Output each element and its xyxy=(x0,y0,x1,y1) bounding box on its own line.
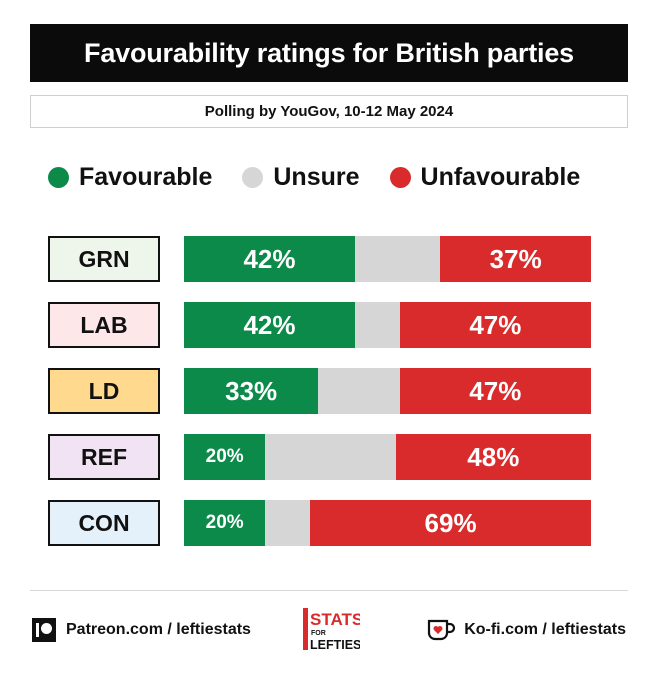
bar-row-ld: 33% 47% xyxy=(184,368,591,414)
bar-ref-favourable: 20% xyxy=(184,434,266,480)
data-label-grn-favourable: 42% xyxy=(243,243,296,274)
bar-ref-unfavourable: 48% xyxy=(395,434,591,480)
data-label-con-favourable: 20% xyxy=(205,512,244,533)
legend-dot-favourable xyxy=(48,166,69,188)
data-label-con-unfavourable: 69% xyxy=(424,507,477,538)
logo-stats: STATS xyxy=(310,610,360,629)
data-label-lab-unfavourable: 47% xyxy=(469,309,522,340)
legend-label-unfavourable: Unfavourable xyxy=(420,162,581,191)
footer-divider xyxy=(30,590,628,591)
patreon-text: Patreon.com / leftiestats xyxy=(66,621,251,638)
bar-grn-unsure xyxy=(354,236,441,282)
legend-dot-unsure xyxy=(242,166,264,188)
legend-item-unsure: Unsure xyxy=(242,162,360,192)
data-label-ref-unfavourable: 48% xyxy=(467,441,520,472)
bar-row-lab: 42% 47% xyxy=(184,302,591,348)
bar-grn-unfavourable: 37% xyxy=(440,236,591,282)
party-label-ld: LD xyxy=(48,368,160,414)
coffee-cup-heart-icon xyxy=(428,619,456,641)
data-label-ref-favourable: 20% xyxy=(205,446,244,467)
kofi-text: Ko-fi.com / leftiestats xyxy=(464,621,626,638)
bar-con-unsure xyxy=(265,500,311,546)
party-label-ref: REF xyxy=(48,434,160,480)
party-label-grn: GRN xyxy=(48,236,160,282)
bar-lab-unsure xyxy=(354,302,400,348)
logo-lefties: LEFTIES xyxy=(310,638,360,652)
legend-item-unfavourable: Unfavourable xyxy=(389,162,581,192)
party-label-con: CON xyxy=(48,500,160,546)
data-label-grn-unfavourable: 37% xyxy=(489,243,542,274)
party-label-lab: LAB xyxy=(48,302,160,348)
legend-label-favourable: Favourable xyxy=(79,162,213,191)
stats-for-lefties-logo: STATS FOR LEFTIES xyxy=(303,608,360,652)
bar-ref-unsure xyxy=(265,434,396,480)
bar-lab-unfavourable: 47% xyxy=(399,302,591,348)
chart-title: Favourability ratings for British partie… xyxy=(30,24,628,82)
bar-ld-favourable: 33% xyxy=(184,368,319,414)
bar-row-ref: 20% 48% xyxy=(184,434,591,480)
patreon-icon xyxy=(32,618,56,642)
bar-ld-unsure xyxy=(318,368,400,414)
logo-for: FOR xyxy=(311,630,326,637)
bar-ld-unfavourable: 47% xyxy=(399,368,591,414)
legend-item-favourable: Favourable xyxy=(48,163,212,192)
bar-grn-favourable: 42% xyxy=(184,236,355,282)
bar-row-con: 20% 69% xyxy=(184,500,591,546)
bar-lab-favourable: 42% xyxy=(184,302,355,348)
bar-con-unfavourable: 69% xyxy=(310,500,591,546)
data-label-lab-favourable: 42% xyxy=(243,309,296,340)
legend-label-unsure: Unsure xyxy=(273,162,360,191)
legend: Favourable Unsure Unfavourable xyxy=(48,160,608,194)
bar-row-grn: 42% 37% xyxy=(184,236,591,282)
chart-subtitle: Polling by YouGov, 10-12 May 2024 xyxy=(30,95,628,128)
bar-con-favourable: 20% xyxy=(184,500,266,546)
patreon-link[interactable]: Patreon.com / leftiestats xyxy=(32,618,251,642)
data-label-ld-unfavourable: 47% xyxy=(469,375,522,406)
kofi-link[interactable]: Ko-fi.com / leftiestats xyxy=(426,618,626,642)
legend-dot-unfavourable xyxy=(389,166,411,188)
data-label-ld-favourable: 33% xyxy=(225,375,278,406)
